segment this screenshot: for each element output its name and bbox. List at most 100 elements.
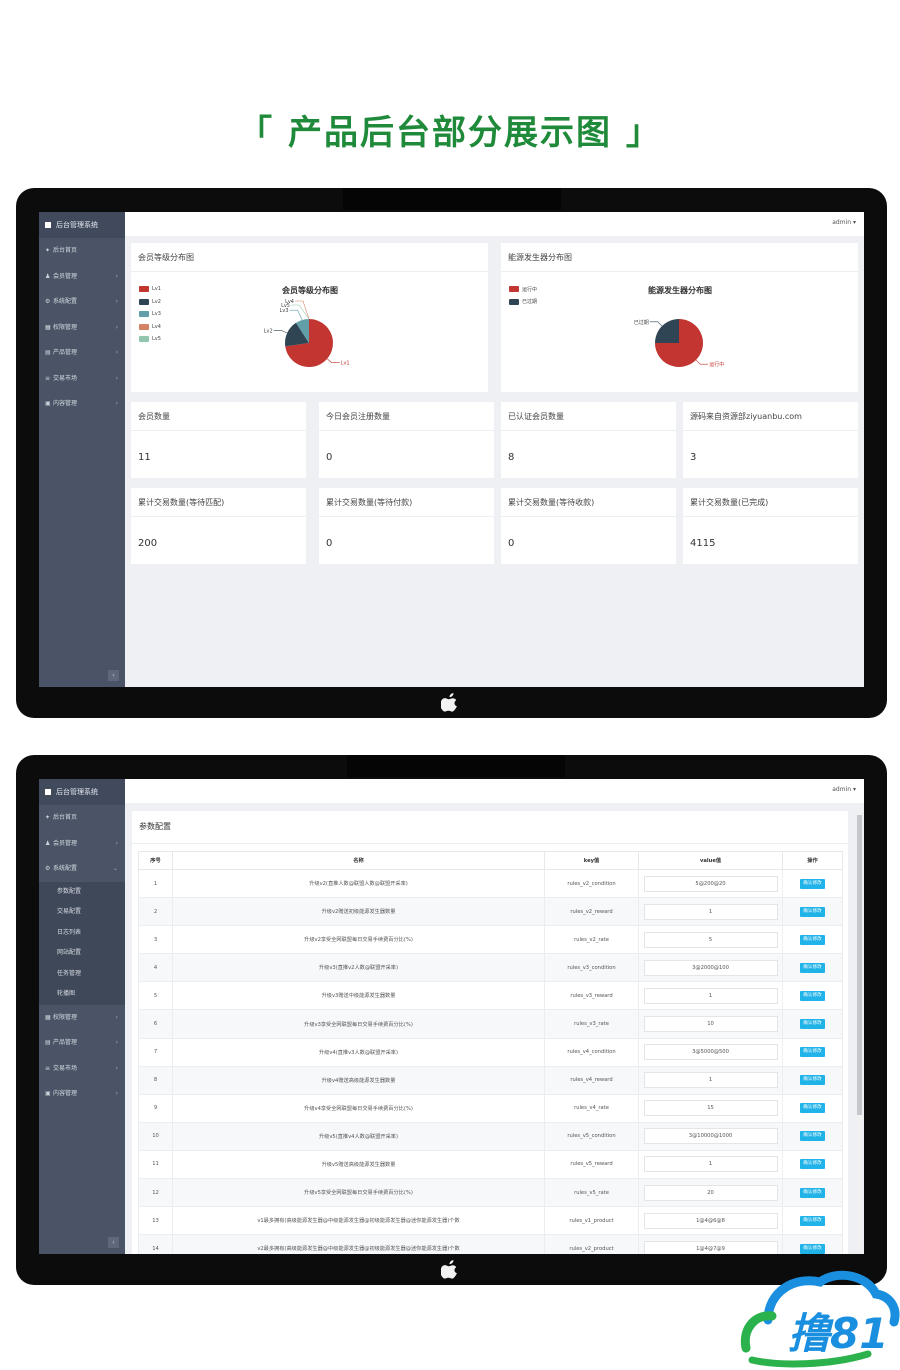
sidebar-item-label: 内容管理 [53, 400, 77, 407]
param-value-input[interactable]: 1 [644, 1072, 778, 1088]
chevron-icon: › [116, 340, 118, 366]
table-row: 1 升级v2(直推人数@联盟人数@联盟开采率) rules_v2_condition… [139, 870, 843, 898]
sidebar-item-label: 权限管理 [53, 324, 77, 331]
action-cell: 确认修改 [783, 1094, 843, 1122]
sidebar-item-doc[interactable]: ▣ 内容管理 › [39, 391, 125, 417]
sidebar-subitem[interactable]: 参数配置 [39, 882, 125, 903]
monitor-frame-params: 后台管理系统 ✦ 后台首页 ♟ 会员管理 › ⚙ 系统配置 ⌄ 参数配置 交易配置 日志列表 网站配… [16, 755, 887, 1285]
scrollbar-thumb[interactable] [857, 815, 862, 1115]
confirm-edit-button[interactable]: 确认修改 [800, 1159, 825, 1169]
params-screen: 后台管理系统 ✦ 后台首页 ♟ 会员管理 › ⚙ 系统配置 ⌄ 参数配置 交易配置 日志列表 网站配… [39, 779, 864, 1254]
confirm-edit-button[interactable]: 确认修改 [800, 935, 825, 945]
confirm-edit-button[interactable]: 确认修改 [800, 1131, 825, 1141]
param-value-input[interactable]: 15 [644, 1100, 778, 1116]
sidebar-item-gear[interactable]: ⚙ 系统配置 › [39, 289, 125, 315]
confirm-edit-button[interactable]: 确认修改 [800, 1216, 825, 1226]
pie-label: Lv2 [264, 329, 273, 335]
sidebar-subitem[interactable]: 交易配置 [39, 902, 125, 923]
param-value-cell: 1 [639, 982, 783, 1010]
params-scrollbar[interactable] [857, 811, 862, 1252]
param-value-input[interactable]: 1 [644, 1156, 778, 1172]
params-table: 序号 名称 key值 value值 操作 1 升级v2(直推人数@联盟人数@联盟开采率) r… [138, 851, 843, 1254]
sidebar-subitem[interactable]: 网站配置 [39, 943, 125, 964]
brand-square-icon [45, 222, 51, 228]
param-value-input[interactable]: 5@200@20 [644, 876, 778, 892]
param-key: rules_v4_rate [545, 1094, 639, 1122]
sidebar-collapse-button[interactable]: ‹ [108, 670, 119, 681]
param-name: v1最多拥有(高级能源发生器@中级能源发生器@初级能源发生器@迷你能源发生器)个… [173, 1207, 545, 1235]
user-menu[interactable]: admin ▾ [832, 219, 856, 226]
confirm-edit-button[interactable]: 确认修改 [800, 991, 825, 1001]
row-number: 14 [139, 1235, 173, 1254]
table-row: 8 升级v4赠送高级能源发生器数量 rules_v4_reward 1 确认修改 [139, 1066, 843, 1094]
sidebar-item-user[interactable]: ♟ 会员管理 › [39, 264, 125, 290]
param-name: 升级v5(直推v4人数@联盟开采率) [173, 1122, 545, 1150]
row-number: 2 [139, 898, 173, 926]
param-value-cell: 1 [639, 1150, 783, 1178]
sidebar-item-box[interactable]: ▤ 产品管理 › [39, 340, 125, 366]
sidebar-item-list[interactable]: ≡ 交易市场 › [39, 366, 125, 392]
row-number: 6 [139, 1010, 173, 1038]
sidebar-item-shield[interactable]: ▦ 权限管理 › [39, 1005, 125, 1031]
confirm-edit-button[interactable]: 确认修改 [800, 879, 825, 889]
sidebar-item-home[interactable]: ✦ 后台首页 [39, 238, 125, 264]
sidebar-item-home[interactable]: ✦ 后台首页 [39, 805, 125, 831]
app-brand[interactable]: 后台管理系统 [39, 212, 125, 238]
gear-icon: ⚙ [45, 856, 53, 882]
confirm-edit-button[interactable]: 确认修改 [800, 907, 825, 917]
param-value-input[interactable]: 1 [644, 988, 778, 1004]
confirm-edit-button[interactable]: 确认修改 [800, 1075, 825, 1085]
confirm-edit-button[interactable]: 确认修改 [800, 1019, 825, 1029]
stat-card: 累计交易数量(等待匹配) 200 [131, 488, 306, 564]
sidebar-subitem[interactable]: 日志列表 [39, 923, 125, 944]
param-value-input[interactable]: 1 [644, 904, 778, 920]
sidebar-item-label: 会员管理 [53, 273, 77, 280]
param-value-input[interactable]: 5 [644, 932, 778, 948]
confirm-edit-button[interactable]: 确认修改 [800, 963, 825, 973]
param-value-input[interactable]: 3@10000@1000 [644, 1128, 778, 1144]
param-value-input[interactable]: 3@5000@500 [644, 1044, 778, 1060]
param-name: 升级v4享受全网联盟每日交易手续费百分比(%) [173, 1094, 545, 1122]
pie-label: Lv3 [280, 308, 289, 314]
sidebar-item-gear[interactable]: ⚙ 系统配置 ⌄ [39, 856, 125, 882]
confirm-edit-button[interactable]: 确认修改 [800, 1047, 825, 1057]
stat-card: 已认证会员数量 8 [501, 402, 676, 478]
sidebar-item-doc[interactable]: ▣ 内容管理 › [39, 1081, 125, 1107]
confirm-edit-button[interactable]: 确认修改 [800, 1103, 825, 1113]
row-number: 7 [139, 1038, 173, 1066]
confirm-edit-button[interactable]: 确认修改 [800, 1188, 825, 1198]
param-value-input[interactable]: 10 [644, 1016, 778, 1032]
row-number: 11 [139, 1150, 173, 1178]
sidebar-item-shield[interactable]: ▦ 权限管理 › [39, 315, 125, 341]
param-value-input[interactable]: 1@4@7@9 [644, 1241, 778, 1254]
topbar: admin ▾ [125, 212, 864, 236]
energy-pie-chart: 运行中已过期 [501, 243, 858, 392]
sidebar-item-list[interactable]: ≡ 交易市场 › [39, 1056, 125, 1082]
energy-generator-card: 能源发生器分布图 运行中 已过期 能源发生器分布图 运行中 已过期 [501, 243, 858, 392]
param-value-input[interactable]: 20 [644, 1185, 778, 1201]
shield-icon: ▦ [45, 315, 53, 341]
app-brand[interactable]: 后台管理系统 [39, 779, 125, 805]
member-level-card: 会员等级分布图 Lv1 Lv2 Lv3 Lv4 Lv5 会员等级分布图 Lv1 Lv2 Lv… [131, 243, 488, 392]
shield-icon: ▦ [45, 1005, 53, 1031]
param-name: 升级v3赠送中级能源发生器数量 [173, 982, 545, 1010]
pie-label-line [274, 331, 287, 333]
sidebar-subitem[interactable]: 任务管理 [39, 964, 125, 985]
sidebar-item-user[interactable]: ♟ 会员管理 › [39, 831, 125, 857]
row-number: 8 [139, 1066, 173, 1094]
param-value-input[interactable]: 1@4@6@8 [644, 1213, 778, 1229]
sidebar-item-box[interactable]: ▤ 产品管理 › [39, 1030, 125, 1056]
action-cell: 确认修改 [783, 926, 843, 954]
param-value-cell: 15 [639, 1094, 783, 1122]
sidebar-item-label: 产品管理 [53, 349, 77, 356]
param-name: 升级v4赠送高级能源发生器数量 [173, 1066, 545, 1094]
home-icon: ✦ [45, 238, 53, 264]
sidebar-subitem[interactable]: 轮播图 [39, 984, 125, 1005]
param-key: rules_v3_reward [545, 982, 639, 1010]
param-value-input[interactable]: 3@2000@100 [644, 960, 778, 976]
param-value-cell: 10 [639, 1010, 783, 1038]
sidebar-collapse-button[interactable]: ‹ [108, 1237, 119, 1248]
confirm-edit-button[interactable]: 确认修改 [800, 1244, 825, 1254]
param-name: v2最多拥有(高级能源发生器@中级能源发生器@初级能源发生器@迷你能源发生器)个… [173, 1235, 545, 1254]
user-menu[interactable]: admin ▾ [832, 786, 856, 793]
